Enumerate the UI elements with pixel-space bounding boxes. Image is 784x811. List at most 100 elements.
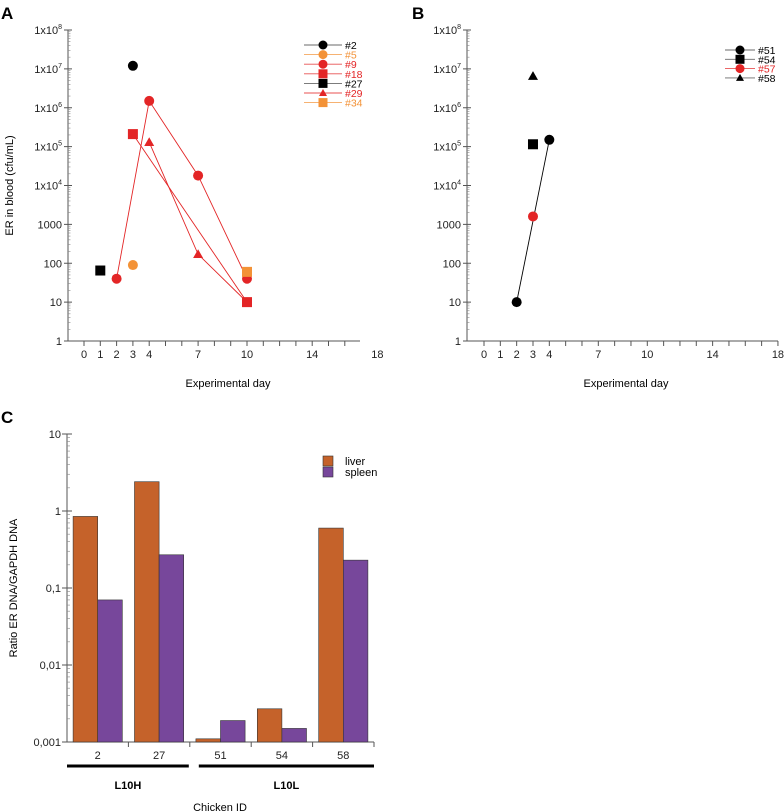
group-label: L10L — [274, 780, 300, 792]
legend-swatch — [322, 455, 334, 467]
x-tick-label: 2 — [95, 750, 101, 762]
data-point — [527, 139, 538, 150]
x-tick-label: 4 — [546, 349, 552, 361]
x-tick-label: 51 — [214, 750, 226, 762]
data-point — [111, 273, 122, 284]
data-point — [144, 95, 155, 106]
y-tick-label: 1x104 — [34, 180, 62, 193]
y-tick-label: 1x105 — [34, 141, 62, 154]
x-tick-label: 1 — [97, 349, 103, 361]
series-line — [132, 133, 248, 303]
series-chicken-29 — [144, 137, 252, 306]
y-tick-label: 1 — [455, 336, 461, 348]
legend-label: #27 — [345, 78, 363, 90]
y-tick-label: 1000 — [437, 219, 461, 231]
legend-marker — [318, 40, 328, 50]
legend-marker — [318, 69, 328, 79]
series-chicken-9 — [111, 95, 252, 284]
data-point — [127, 60, 138, 71]
panel-c: C 0,001 0,01 0,1 1 10 2 27 51 54 58 L10H L10L Chicken… — [1, 408, 377, 811]
bar-spleen — [158, 554, 185, 743]
x-tick-label: 58 — [337, 750, 349, 762]
bar-spleen — [220, 720, 246, 743]
legend-marker — [735, 54, 745, 64]
data-point — [193, 249, 204, 259]
x-tick-label: 0 — [81, 349, 87, 361]
series-line — [148, 142, 248, 303]
x-axis-label: Chicken ID — [193, 802, 247, 811]
y-tick-label: 1x108 — [34, 24, 62, 37]
y-tick-label: 10 — [449, 297, 461, 309]
y-tick-label: 1x107 — [433, 63, 461, 76]
y-tick-label: 1x105 — [433, 141, 461, 154]
bar-liver — [195, 738, 221, 743]
y-tick-label: 0,001 — [33, 737, 61, 749]
series-chicken-57 — [527, 211, 538, 222]
legend-label: #5 — [345, 50, 357, 62]
y-tick-label: 1x108 — [433, 24, 461, 37]
y-tick-label: 100 — [443, 258, 461, 270]
series-chicken-2 — [127, 60, 138, 71]
data-point — [511, 297, 522, 308]
bar-liver — [72, 516, 98, 743]
y-tick-label: 1 — [55, 506, 61, 518]
bar-spleen — [281, 728, 307, 743]
series-chicken-54 — [527, 139, 538, 150]
legend: #2#5#9#18#27#29#34 — [304, 40, 363, 110]
series-chicken-58 — [527, 71, 538, 80]
x-tick-label: 1 — [497, 349, 503, 361]
legend-marker — [735, 64, 745, 74]
x-tick-label: 14 — [306, 349, 318, 361]
data-point — [544, 134, 555, 145]
data-point — [242, 297, 252, 306]
legend-swatch — [322, 466, 334, 478]
x-tick-label: 0 — [481, 349, 487, 361]
y-tick-label: 1x104 — [433, 180, 461, 193]
data-point — [127, 260, 138, 271]
x-tick-label: 10 — [241, 349, 253, 361]
y-axis-label: Ratio ER DNA/GAPDH DNA — [8, 518, 20, 657]
x-tick-label: 2 — [114, 349, 120, 361]
series-chicken-34 — [242, 266, 252, 277]
x-tick-label: 3 — [130, 349, 136, 361]
data-point — [95, 265, 106, 276]
data-point — [144, 137, 155, 146]
legend-marker — [736, 73, 744, 81]
x-tick-label: 7 — [595, 349, 601, 361]
x-axis-label: Experimental day — [186, 378, 271, 390]
legend-label: #9 — [345, 59, 357, 71]
y-tick-label: 1 — [56, 336, 62, 348]
bar-liver — [256, 708, 283, 743]
legend-marker — [319, 89, 327, 96]
x-tick-label: 3 — [530, 349, 536, 361]
panel-label: B — [412, 4, 424, 23]
series-chicken-18 — [127, 129, 252, 308]
x-tick-label: 2 — [514, 349, 520, 361]
x-tick-label: 18 — [371, 349, 383, 361]
legend-marker — [735, 45, 745, 55]
x-tick-label: 54 — [276, 750, 288, 762]
series-line — [116, 99, 248, 279]
bar-spleen — [97, 599, 123, 743]
series-chicken-27 — [95, 265, 106, 276]
legend-label: liver — [345, 456, 366, 468]
legend-label: #54 — [758, 54, 776, 66]
x-tick-label: 10 — [641, 349, 653, 361]
bar-liver — [318, 527, 344, 743]
legend-marker — [318, 78, 328, 88]
y-tick-label: 0,01 — [40, 660, 61, 672]
series-chicken-5 — [127, 260, 138, 271]
group-label: L10H — [114, 780, 141, 792]
legend-label: #58 — [758, 73, 776, 85]
x-tick-label: 27 — [153, 750, 165, 762]
legend-label: #34 — [345, 98, 363, 110]
data-point — [527, 211, 538, 222]
y-tick-label: 0,1 — [46, 583, 61, 595]
legend-label: #51 — [758, 45, 776, 57]
data-point — [193, 170, 204, 181]
x-axis-label: Experimental day — [584, 378, 669, 390]
x-tick-label: 4 — [146, 349, 152, 361]
y-tick-label: 1000 — [38, 219, 62, 231]
